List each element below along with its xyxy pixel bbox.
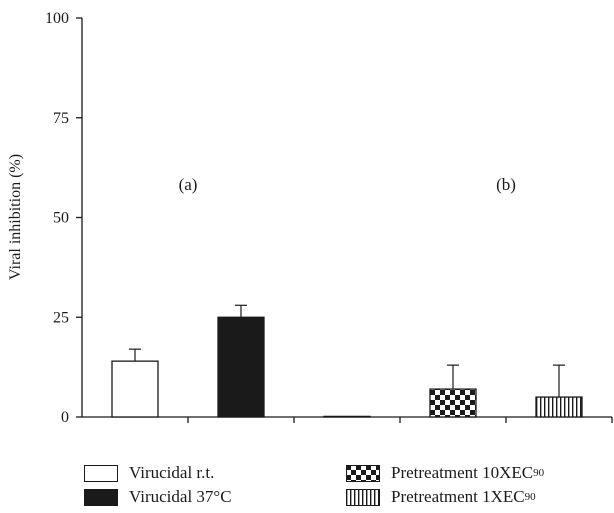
- legend-subscript: 90: [533, 467, 545, 479]
- legend-item-virucidal-rt: Virucidal r.t.: [84, 462, 214, 484]
- legend-label: Pretreatment 10XEC: [391, 463, 534, 482]
- bar-pretreatment-1xec90: [535, 396, 583, 418]
- legend-subscript: 90: [524, 491, 536, 503]
- legend-swatch-white: [84, 464, 118, 482]
- legend-item-pretreatment-10x: Pretreatment 10XEC 90: [346, 462, 544, 484]
- bar-empty: [323, 415, 371, 418]
- y-axis-label: Viral inhibition (%): [7, 154, 24, 280]
- y-tick-label: 75: [53, 110, 69, 127]
- group-labels: (a) (b): [179, 175, 516, 194]
- y-tick-label: 0: [61, 409, 69, 426]
- bar-virucidal-r-t: [111, 360, 159, 418]
- legend-item-pretreatment-1x: Pretreatment 1XEC 90: [346, 486, 536, 508]
- axes: 0 25 50 75 100: [45, 10, 613, 426]
- bars: [111, 304, 583, 418]
- y-tick-label: 50: [53, 210, 69, 227]
- legend-label: Virucidal 37°C: [129, 487, 232, 506]
- y-tick-label: 25: [53, 309, 69, 326]
- legend-label: Pretreatment 1XEC: [391, 487, 525, 506]
- bar-pretreatment-10xec90: [429, 388, 477, 418]
- legend-item-virucidal-37c: Virucidal 37°C: [84, 486, 232, 508]
- legend-label: Virucidal r.t.: [129, 463, 215, 482]
- bar-virucidal-37-c: [217, 316, 265, 418]
- legend-swatch-black: [84, 488, 118, 506]
- legend-swatch-stripes: [346, 488, 380, 506]
- legend-swatch-checker: [346, 464, 380, 482]
- group-label: (b): [496, 175, 516, 194]
- group-label: (a): [179, 175, 198, 194]
- y-tick-label: 100: [45, 10, 69, 27]
- bar-chart: Viral inhibition (%) 0 25 50 75 100 (a) (b): [7, 10, 613, 426]
